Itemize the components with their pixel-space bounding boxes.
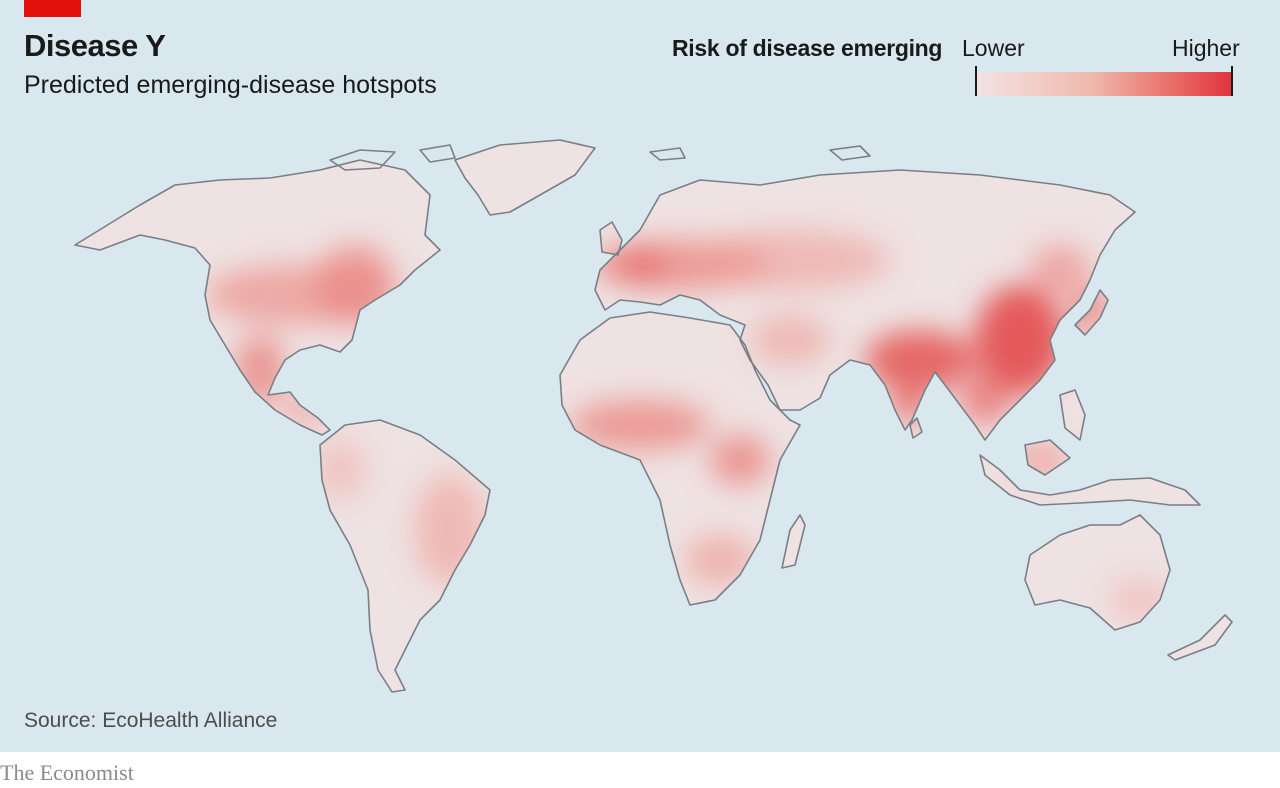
legend-tick-high xyxy=(1231,66,1233,96)
chart-title: Disease Y xyxy=(24,28,166,63)
legend-tick-low xyxy=(975,66,977,96)
footer-bar xyxy=(0,752,1280,788)
chart-panel: Disease Y Predicted emerging-disease hot… xyxy=(0,0,1280,752)
chart-subtitle: Predicted emerging-disease hotspots xyxy=(24,71,437,99)
legend-low-label: Lower xyxy=(962,35,1025,61)
legend-high-label: Higher xyxy=(1172,35,1240,61)
brand-accent-tab xyxy=(24,0,81,17)
legend-color-scale xyxy=(976,72,1232,96)
world-risk-map xyxy=(74,139,1233,693)
coastlines xyxy=(74,139,1233,693)
brand-wordmark: The Economist xyxy=(0,760,134,785)
legend-title: Risk of disease emerging xyxy=(672,35,943,61)
source-note: Source: EcoHealth Alliance xyxy=(24,709,278,732)
